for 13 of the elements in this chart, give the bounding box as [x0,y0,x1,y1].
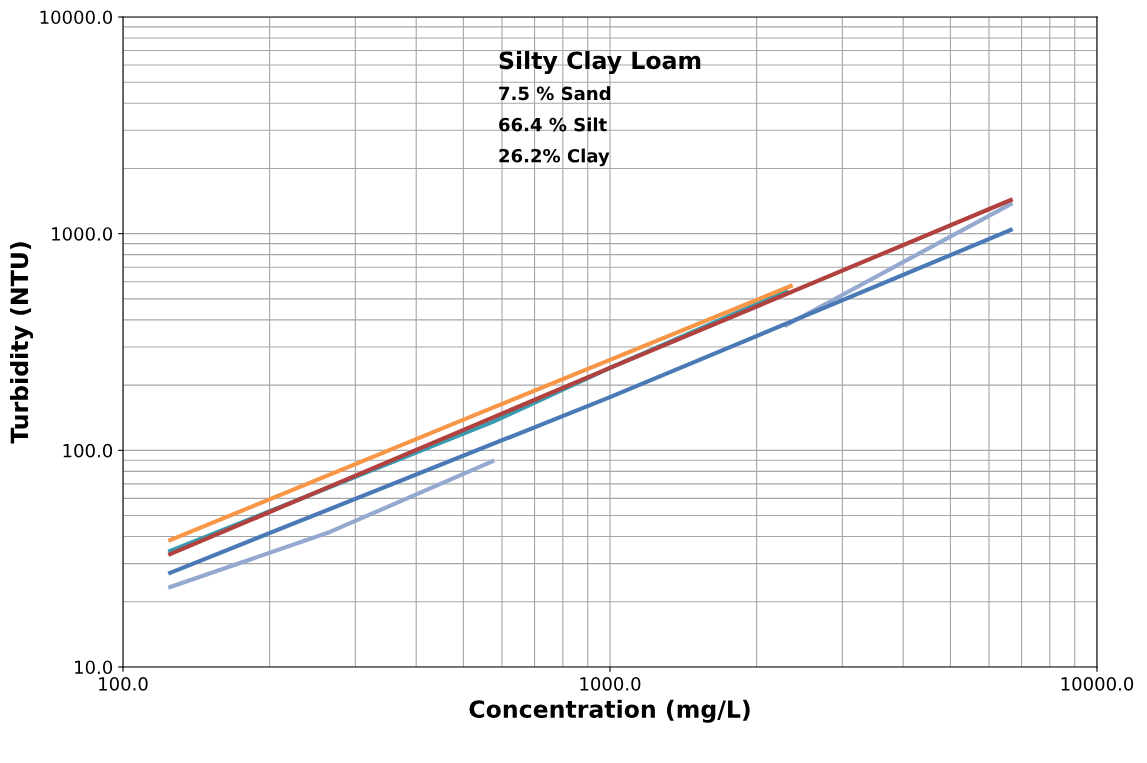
x-tick-label: 100.0 [99,677,148,691]
x-axis-title: Concentration (mg/L) [469,699,750,723]
annotation: 66.4 % Silt [499,117,607,132]
y-tick-label: 100.0 [63,443,113,458]
y-tick-label: 1000.0 [52,227,113,241]
annotation: Silty Clay Loam [499,50,701,75]
y-axis-title: Turbidity (NTU) [10,242,34,444]
x-tick-label: 10000.0 [1061,677,1134,691]
y-tick-label: 10.0 [75,660,113,675]
annotation: 7.5 % Sand [499,86,611,101]
x-tick-label: 1000.0 [580,677,641,691]
annotation: 26.2% Clay [499,148,610,167]
y-tick-label: 10000.0 [40,10,113,25]
